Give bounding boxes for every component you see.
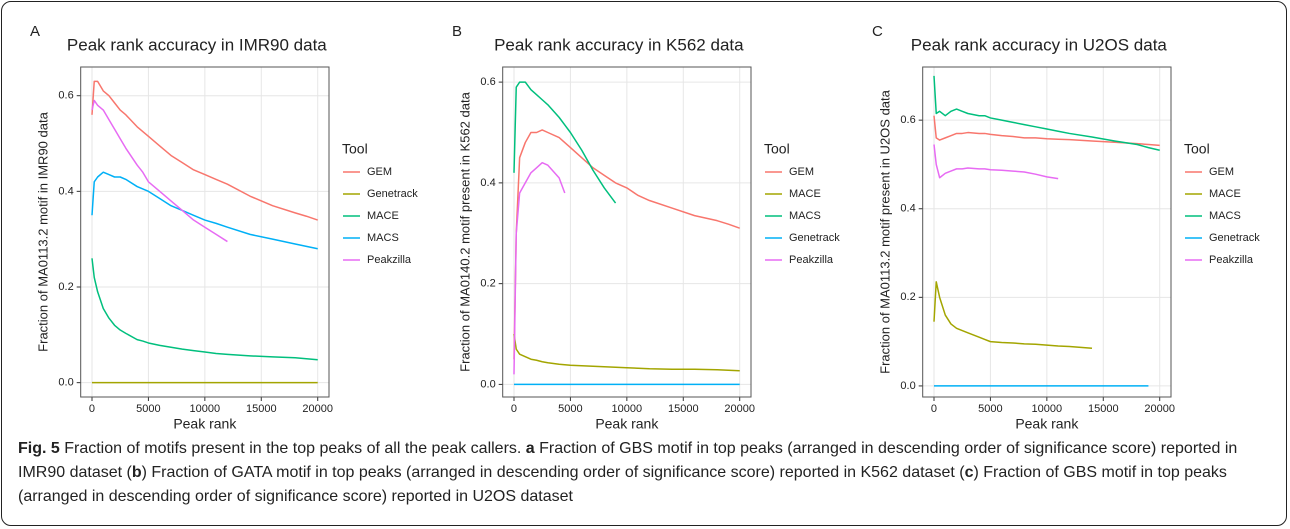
legend-label: MACS bbox=[789, 210, 821, 222]
y-tick-label: 0.0 bbox=[58, 377, 73, 389]
x-tick-label: 0 bbox=[89, 403, 95, 415]
x-tick-label: 10000 bbox=[612, 403, 643, 415]
legend-label: GEM bbox=[789, 166, 814, 178]
series-line bbox=[91, 258, 318, 361]
x-tick-label: 0 bbox=[511, 403, 517, 415]
caption-label: Fig. 5 bbox=[18, 440, 60, 457]
panel-label: B bbox=[452, 23, 462, 40]
x-tick-label: 20000 bbox=[1144, 403, 1175, 415]
chart-title: Peak rank accuracy in U2OS data bbox=[911, 35, 1168, 54]
series-line bbox=[91, 171, 318, 250]
legend-label: Genetrack bbox=[367, 188, 418, 200]
legend-title: Tool bbox=[764, 141, 790, 157]
y-tick-label: 0.6 bbox=[900, 114, 915, 126]
legend-label: Peakzilla bbox=[789, 254, 834, 266]
legend-label: GEM bbox=[367, 166, 392, 178]
chart-title: Peak rank accuracy in K562 data bbox=[494, 35, 744, 54]
series-line bbox=[933, 281, 1093, 350]
y-tick-label: 0.2 bbox=[900, 291, 915, 303]
y-tick-label: 0.0 bbox=[900, 380, 915, 392]
x-tick-label: 10000 bbox=[1032, 403, 1063, 415]
caption: Fig. 5 Fraction of motifs present in the… bbox=[18, 437, 1280, 509]
caption-text: Fraction of motifs present in the top pe… bbox=[59, 440, 526, 457]
x-axis-label: Peak rank bbox=[173, 416, 237, 432]
series-line bbox=[933, 115, 1160, 147]
series-line bbox=[513, 161, 566, 375]
series-line bbox=[91, 99, 228, 243]
legend-label: MACS bbox=[367, 232, 399, 244]
caption-panel: a bbox=[525, 440, 535, 457]
series-line bbox=[91, 80, 318, 221]
series-line bbox=[513, 81, 617, 204]
series-line bbox=[933, 144, 1059, 180]
chart: A Peak rank accuracy in IMR90 data Peak ra… bbox=[30, 23, 1260, 432]
x-tick-label: 5000 bbox=[978, 403, 1002, 415]
caption-text: Fraction of GBS motif in top peaks (arra… bbox=[18, 440, 1238, 481]
series-line bbox=[933, 75, 1160, 152]
panel-label: A bbox=[30, 23, 40, 40]
legend-label: MACE bbox=[789, 188, 821, 200]
x-tick-label: 15000 bbox=[668, 403, 699, 415]
x-tick-label: 20000 bbox=[302, 403, 333, 415]
legend-label: MACS bbox=[1209, 210, 1241, 222]
y-tick-label: 0.4 bbox=[58, 185, 73, 197]
legend-label: Genetrack bbox=[789, 232, 840, 244]
x-tick-label: 20000 bbox=[724, 403, 755, 415]
y-axis-label: Fraction of MA0140.2 motif present in K5… bbox=[457, 91, 472, 371]
plot-border bbox=[502, 66, 752, 398]
y-tick-label: 0.6 bbox=[480, 76, 495, 88]
x-axis-label: Peak rank bbox=[1015, 416, 1079, 432]
y-axis-label: Fraction of MA0113.2 motif present in U2… bbox=[877, 89, 892, 374]
legend-label: Peakzilla bbox=[367, 254, 412, 266]
y-tick-label: 0.0 bbox=[480, 378, 495, 390]
series-line bbox=[513, 129, 740, 360]
plot-border bbox=[80, 66, 330, 398]
y-axis-label: Fraction of MA0113.2 motif in IMR90 data bbox=[35, 111, 50, 351]
chart-title: Peak rank accuracy in IMR90 data bbox=[67, 35, 327, 54]
panel-label: C bbox=[872, 23, 883, 40]
x-tick-label: 10000 bbox=[190, 403, 221, 415]
x-tick-label: 5000 bbox=[558, 403, 582, 415]
y-tick-label: 0.4 bbox=[480, 177, 495, 189]
legend-title: Tool bbox=[342, 141, 368, 157]
y-tick-label: 0.2 bbox=[480, 278, 495, 290]
x-tick-label: 15000 bbox=[246, 403, 277, 415]
plot-border bbox=[922, 66, 1172, 398]
x-tick-label: 0 bbox=[931, 403, 937, 415]
y-tick-label: 0.2 bbox=[58, 281, 73, 293]
x-tick-label: 15000 bbox=[1088, 403, 1119, 415]
legend-label: Peakzilla bbox=[1209, 254, 1254, 266]
series-line bbox=[513, 333, 740, 372]
legend-label: MACE bbox=[367, 210, 399, 222]
y-tick-label: 0.4 bbox=[900, 203, 915, 215]
caption-text: ) Fraction of GATA motif in top peaks (a… bbox=[141, 464, 965, 481]
caption-panel: c bbox=[964, 464, 974, 481]
legend-label: GEM bbox=[1209, 166, 1234, 178]
x-axis-label: Peak rank bbox=[595, 416, 659, 432]
legend-title: Tool bbox=[1184, 141, 1210, 157]
y-tick-label: 0.6 bbox=[58, 90, 73, 102]
legend-label: MACE bbox=[1209, 188, 1241, 200]
legend-label: Genetrack bbox=[1209, 232, 1260, 244]
caption-text: ) Fraction of GBS motif in top peaks (ar… bbox=[18, 464, 1227, 505]
caption-panel: b bbox=[131, 464, 142, 481]
x-tick-label: 5000 bbox=[136, 403, 160, 415]
